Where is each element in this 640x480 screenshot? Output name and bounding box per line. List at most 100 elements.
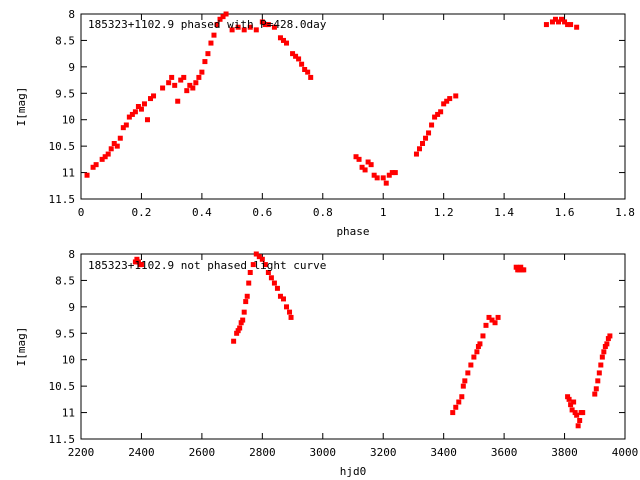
- unphased-data-point: [259, 256, 265, 262]
- unphased-x-tick-label: 3400: [430, 446, 457, 459]
- phased-y-tick-label: 9: [68, 61, 75, 74]
- phased-data-point: [193, 80, 199, 86]
- phased-data-point: [389, 170, 395, 176]
- unphased-data-point: [513, 264, 519, 270]
- phased-data-point: [111, 141, 117, 146]
- unphased-data-point: [271, 280, 277, 286]
- phased-data-point: [148, 96, 154, 102]
- unphased-data-point: [483, 322, 489, 328]
- phased-data-point: [175, 98, 181, 104]
- unphased-x-tick-label: 3600: [491, 446, 518, 459]
- phased-data-point: [426, 130, 432, 136]
- phased-data-point: [453, 93, 459, 99]
- unphased-data-point: [596, 370, 602, 376]
- unphased-data-point: [471, 354, 477, 360]
- unphased-x-tick-label: 4000: [612, 446, 639, 459]
- phased-data-point: [574, 24, 580, 30]
- phased-data-point: [392, 170, 398, 176]
- unphased-data-point: [280, 296, 286, 302]
- phased-x-tick-label: 1: [380, 206, 387, 219]
- unphased-data-point: [599, 354, 605, 360]
- unphased-data-point: [607, 333, 613, 339]
- phased-x-axis-label: phase: [336, 225, 369, 238]
- phased-data-point: [117, 135, 123, 141]
- unphased-data-point: [572, 410, 578, 416]
- phased-data-point: [353, 154, 359, 160]
- unphased-x-tick-label: 2200: [68, 446, 95, 459]
- unphased-data-point: [592, 391, 598, 397]
- unphased-data-point: [456, 399, 462, 405]
- phased-data-point: [190, 85, 196, 91]
- unphased-data-point: [475, 344, 481, 349]
- phased-y-tick-label: 11: [62, 167, 75, 180]
- phased-data-point: [559, 16, 565, 22]
- unphased-data-point: [459, 394, 465, 400]
- unphased-data-point: [231, 338, 237, 344]
- unphased-data-point: [575, 423, 581, 429]
- unphased-y-tick-label: 9.5: [55, 327, 75, 340]
- unphased-y-axis-label: I[mag]: [15, 327, 28, 367]
- phased-data-point: [552, 16, 558, 22]
- unphased-data-point: [234, 330, 240, 336]
- phased-data-point: [447, 96, 453, 102]
- phased-data-point: [302, 67, 308, 72]
- unphased-data-point: [462, 378, 468, 384]
- unphased-x-tick-label: 2400: [128, 446, 155, 459]
- unphased-data-point: [480, 333, 486, 339]
- unphased-data-point: [605, 336, 611, 342]
- unphased-x-tick-label: 3200: [370, 446, 397, 459]
- unphased-data-point: [486, 314, 492, 320]
- unphased-data-point: [495, 314, 501, 320]
- phased-data-point: [265, 22, 271, 28]
- unphased-data-point: [268, 275, 274, 281]
- phased-data-point: [184, 88, 190, 94]
- unphased-light-curve-panel: hjd0 I[mag] 2200 2400 2600 2800 3000 3200 3400…: [15, 248, 638, 478]
- unphased-data-point: [287, 309, 293, 315]
- phased-data-point: [90, 164, 96, 170]
- unphased-data-point: [235, 328, 241, 334]
- unphased-data-point: [574, 412, 580, 418]
- phased-data-point: [93, 162, 99, 168]
- unphased-data-point: [595, 378, 601, 384]
- phased-data-point: [229, 27, 235, 33]
- phased-data-point: [299, 61, 305, 67]
- phased-data-point: [144, 117, 150, 123]
- phased-data-point: [568, 22, 574, 28]
- unphased-data-point: [135, 259, 141, 265]
- phased-data-point: [208, 40, 214, 46]
- phased-data-point: [223, 11, 229, 17]
- unphased-data-point: [138, 262, 144, 268]
- phased-chart-title: 185323+1102.9 phased with P=428.0day: [88, 18, 327, 31]
- phased-data-point: [120, 125, 126, 131]
- phased-data-point: [199, 69, 205, 75]
- phased-data-point: [123, 122, 129, 128]
- phased-data-point: [247, 24, 253, 30]
- phased-data-point: [235, 24, 241, 30]
- unphased-data-point: [238, 320, 244, 326]
- unphased-plot-frame: [80, 253, 626, 440]
- unphased-data-point: [565, 394, 571, 400]
- phased-data-point: [202, 59, 208, 65]
- unphased-data-point: [284, 304, 290, 310]
- phased-data-point: [214, 22, 220, 28]
- unphased-data-point: [521, 267, 527, 273]
- phased-data-point: [169, 74, 175, 80]
- phased-data-point: [441, 101, 447, 107]
- phased-data-point: [220, 14, 226, 20]
- phased-data-point: [102, 154, 108, 160]
- unphased-x-tick-label: 3800: [551, 446, 578, 459]
- phased-data-point: [359, 164, 365, 170]
- unphased-data-point: [593, 386, 599, 392]
- phased-y-tick-label: 8.5: [55, 34, 75, 47]
- phased-data-point: [562, 19, 568, 25]
- phased-data-point: [129, 111, 135, 117]
- phased-x-tick-label: 1.4: [494, 206, 514, 219]
- phased-data-point: [365, 159, 371, 165]
- phased-x-tick-label: 0.6: [252, 206, 272, 219]
- phased-data-point: [166, 80, 172, 86]
- phased-data-point: [435, 111, 441, 117]
- phased-data-point: [181, 74, 187, 80]
- phased-data-point: [556, 19, 562, 25]
- unphased-data-point: [288, 314, 294, 320]
- phased-data-point: [259, 19, 265, 25]
